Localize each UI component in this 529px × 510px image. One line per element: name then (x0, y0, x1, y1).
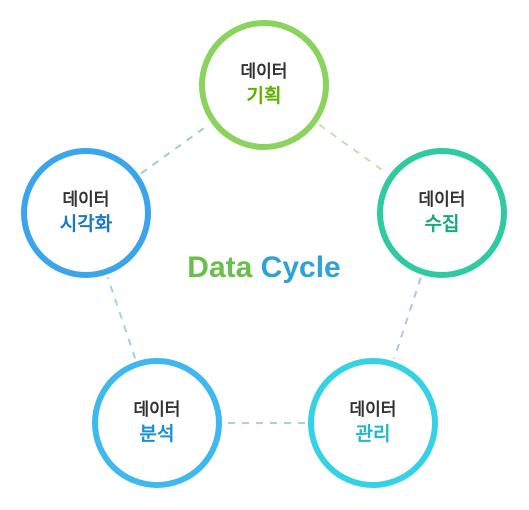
node-visual: 데이터시각화 (21, 148, 151, 278)
edge-collect-manage (394, 278, 421, 359)
node-plan-label: 데이터 (241, 61, 288, 84)
node-visual-label: 데이터 (63, 189, 110, 212)
node-plan-emph: 기획 (247, 84, 282, 110)
edge-analyze-visual (108, 277, 135, 358)
node-collect-emph: 수집 (425, 212, 460, 238)
node-plan: 데이터기획 (199, 20, 329, 150)
center-title-word2: Cycle (261, 251, 341, 284)
node-manage-emph: 관리 (356, 422, 391, 448)
data-cycle-diagram: Data Cycle 데이터기획데이터수집데이터관리데이터분석데이터시각화 (0, 0, 529, 510)
center-title-word1: Data (187, 251, 252, 284)
node-manage-label: 데이터 (350, 399, 397, 422)
node-collect: 데이터수집 (377, 148, 507, 278)
node-visual-emph: 시각화 (60, 212, 112, 238)
node-analyze-label: 데이터 (134, 399, 181, 422)
node-analyze-emph: 분석 (140, 422, 175, 448)
node-analyze: 데이터분석 (92, 358, 222, 488)
edge-plan-collect (319, 125, 387, 174)
center-title: Data Cycle (187, 251, 340, 285)
node-manage: 데이터관리 (308, 358, 438, 488)
edge-visual-plan (141, 125, 209, 174)
node-collect-label: 데이터 (419, 189, 466, 212)
